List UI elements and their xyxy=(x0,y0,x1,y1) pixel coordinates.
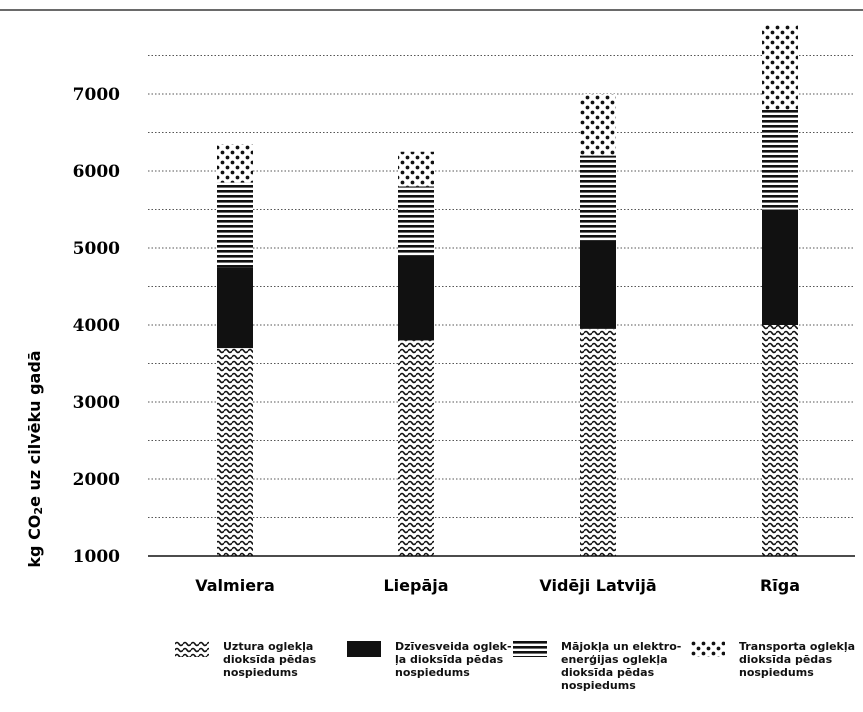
x-category-label: Rīga xyxy=(760,576,800,595)
bar-segment-solid xyxy=(762,209,798,325)
y-tick-label: 6000 xyxy=(73,162,120,182)
legend-swatch-waves xyxy=(175,641,209,657)
y-tick-label: 2000 xyxy=(73,470,120,490)
legend-label: Dzīvesveida oglek-ļa dioksīda pēdas nospi… xyxy=(395,640,512,679)
x-category-label: Valmiera xyxy=(195,576,274,595)
legend-label: Transporta oglekļa dioksīda pēdas nospiedu… xyxy=(739,640,856,679)
bar-segment-solid xyxy=(580,240,616,329)
bar-segment-dots xyxy=(580,94,616,156)
legend-swatch-solid xyxy=(347,641,381,657)
y-tick-label: 1000 xyxy=(73,547,120,567)
legend-item: Dzīvesveida oglek-ļa dioksīda pēdas nospi… xyxy=(347,640,520,679)
bar-segment-solid xyxy=(398,255,434,341)
bar-segment-solid xyxy=(217,267,253,349)
legend-item: Mājokļa un elektro-enerģijas oglekļa diok… xyxy=(513,640,686,692)
bar-segment-hlines xyxy=(398,186,434,256)
bar-segment-dots xyxy=(762,24,798,110)
x-category-label: Liepāja xyxy=(383,576,448,595)
legend: Uztura oglekļa dioksīda pēdas nospiedums Dz… xyxy=(175,640,863,710)
legend-item: Uztura oglekļa dioksīda pēdas nospiedums xyxy=(175,640,348,679)
y-tick-label: 5000 xyxy=(73,239,120,259)
bar-segment-waves xyxy=(398,340,434,556)
gridlines xyxy=(148,55,855,518)
bar-segment-hlines xyxy=(762,109,798,210)
bar-segment-waves xyxy=(762,325,798,556)
bar-segment-waves xyxy=(580,328,616,556)
legend-item: Transporta oglekļa dioksīda pēdas nospiedu… xyxy=(691,640,863,679)
x-category-labels: Valmiera Liepāja Vidēji Latvijā Rīga xyxy=(195,576,800,595)
y-tick-labels: 1000 2000 3000 4000 5000 6000 7000 xyxy=(73,85,120,567)
bar-segment-hlines xyxy=(580,155,616,241)
y-axis-label: kg CO2e uz cilvēku gadā xyxy=(25,350,45,567)
bars xyxy=(217,24,798,556)
bar-segment-waves xyxy=(217,348,253,556)
y-tick-label: 7000 xyxy=(73,85,120,105)
bar-segment-dots xyxy=(398,151,434,187)
bar-segment-hlines xyxy=(217,182,253,268)
y-tick-label: 3000 xyxy=(73,393,120,413)
bar-segment-dots xyxy=(217,144,253,183)
legend-swatch-dots xyxy=(691,641,725,657)
y-tick-label: 4000 xyxy=(73,316,120,336)
x-category-label: Vidēji Latvijā xyxy=(539,576,656,595)
legend-label: Mājokļa un elektro-enerģijas oglekļa diok… xyxy=(561,640,682,692)
legend-swatch-hlines xyxy=(513,641,547,657)
legend-label: Uztura oglekļa dioksīda pēdas nospiedums xyxy=(223,640,317,679)
